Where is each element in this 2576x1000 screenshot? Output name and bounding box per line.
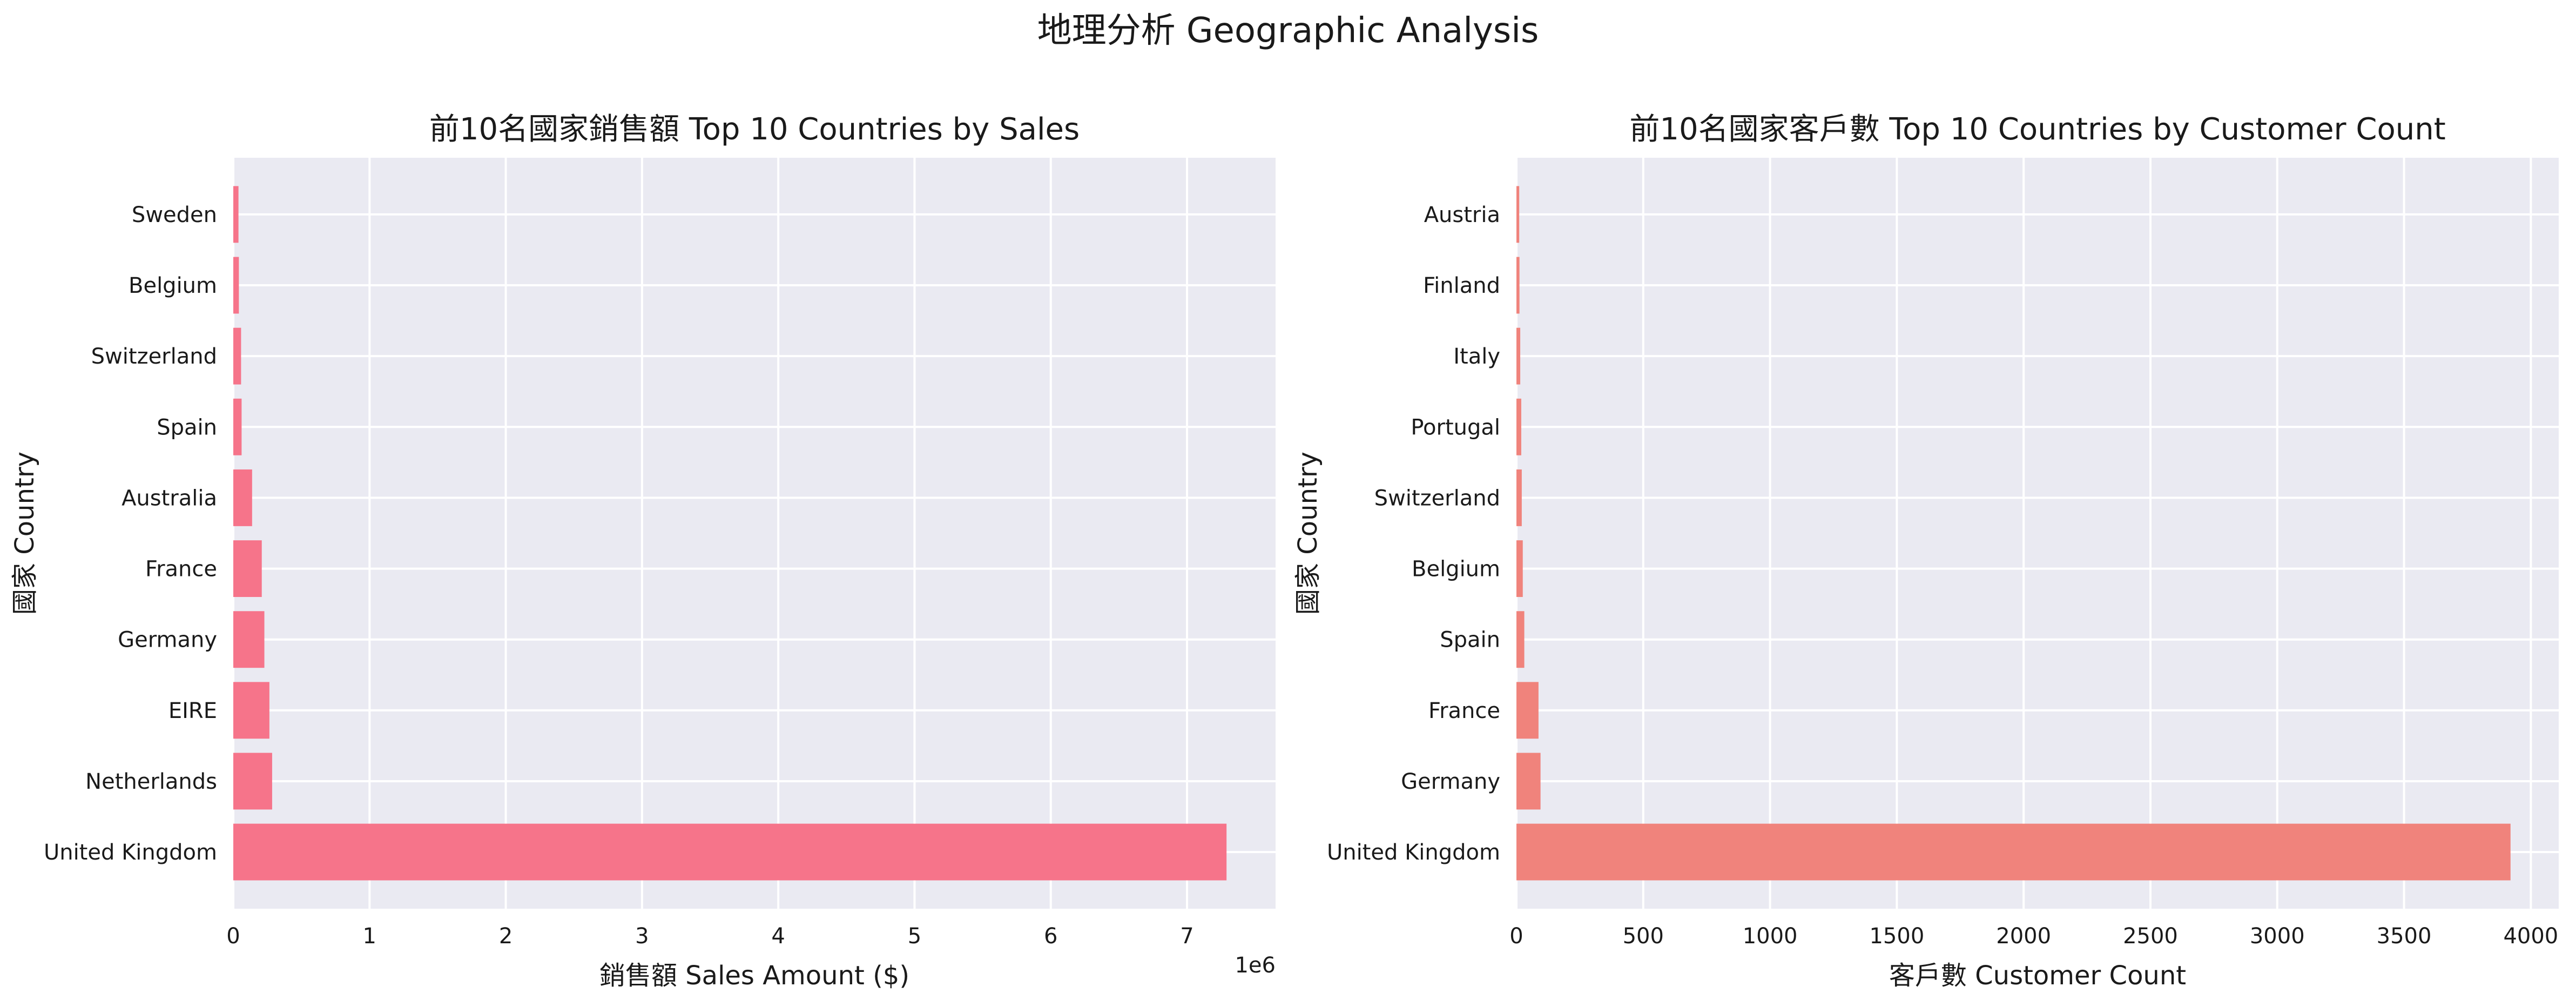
customers-x-tick-label: 2000 <box>1996 924 2051 949</box>
customers-x-tick-label: 500 <box>1623 924 1664 949</box>
sales-y-tick-label: Australia <box>122 486 217 511</box>
sales-y-tick-label: Spain <box>157 415 217 440</box>
customers-y-tick-label: United Kingdom <box>1327 840 1500 865</box>
customers-chart-title: 前10名國家客戶數 Top 10 Countries by Customer C… <box>1629 112 2445 147</box>
sales-x-tick-label: 3 <box>635 924 649 949</box>
customers-x-tick-label: 2500 <box>2123 924 2178 949</box>
customers-bar <box>1516 257 1520 314</box>
customers-y-tick-label: Switzerland <box>1374 486 1500 511</box>
sales-bar <box>233 753 272 810</box>
sales-x-tick-label: 5 <box>908 924 921 949</box>
customers-x-tick-label: 3000 <box>2250 924 2305 949</box>
customers-y-tick-label: Spain <box>1440 628 1500 653</box>
sales-bar <box>233 682 269 739</box>
customers-by-country-chart: United Kingdom Germany France Spain Belgium S… <box>1293 112 2559 991</box>
customers-bar <box>1516 186 1520 243</box>
sales-y-tick-label: Netherlands <box>85 769 217 794</box>
customers-bar <box>1516 398 1521 455</box>
customers-x-tick-label: 3500 <box>2377 924 2432 949</box>
sales-bar <box>233 469 252 526</box>
sales-x-tick-label: 7 <box>1180 924 1193 949</box>
sales-y-tick-label: Sweden <box>132 203 217 227</box>
figure-suptitle: 地理分析 Geographic Analysis <box>1037 11 1539 51</box>
sales-bar <box>233 327 241 385</box>
customers-x-axis-label: 客戶數 Customer Count <box>1889 961 2186 991</box>
customers-plot-area <box>1516 158 2559 909</box>
customers-y-tick-label: Austria <box>1424 203 1500 227</box>
sales-by-country-chart: United Kingdom Netherlands EIRE Germany Fran… <box>10 112 1276 991</box>
sales-bar <box>233 398 242 455</box>
sales-y-tick-label: Belgium <box>129 273 217 298</box>
customers-x-tick-label: 1000 <box>1743 924 1798 949</box>
sales-x-axis-label: 銷售額 Sales Amount ($) <box>599 961 909 991</box>
sales-bar <box>233 611 265 668</box>
customers-x-tick-label: 0 <box>1509 924 1523 949</box>
customers-y-tick-label: Belgium <box>1412 557 1500 582</box>
sales-x-tick-label: 0 <box>226 924 240 949</box>
sales-y-tick-label: United Kingdom <box>44 840 217 865</box>
sales-chart-title: 前10名國家銷售額 Top 10 Countries by Sales <box>429 112 1080 147</box>
sales-x-tick-label: 1 <box>363 924 376 949</box>
sales-y-tick-label: Switzerland <box>91 344 217 369</box>
customers-bar <box>1516 540 1523 598</box>
customers-y-tick-label: France <box>1428 699 1500 723</box>
sales-bar <box>233 540 262 598</box>
customers-bar <box>1516 469 1522 526</box>
customers-y-tick-label: Italy <box>1453 344 1500 369</box>
sales-plot-area <box>233 158 1276 909</box>
customers-y-tick-label: Germany <box>1401 769 1500 794</box>
sales-x-offset-label: 1e6 <box>1235 953 1276 978</box>
sales-x-tick-label: 6 <box>1044 924 1057 949</box>
sales-x-tick-label: 2 <box>499 924 512 949</box>
sales-y-tick-label: France <box>145 557 217 582</box>
customers-y-axis-label: 國家 Country <box>1293 452 1323 615</box>
customers-x-tick-label: 4000 <box>2503 924 2558 949</box>
sales-x-tick-label: 4 <box>771 924 785 949</box>
customers-bar <box>1516 327 1521 385</box>
customers-bar <box>1516 823 2511 881</box>
sales-y-tick-label: EIRE <box>168 699 217 723</box>
sales-bar <box>233 257 239 314</box>
sales-bar <box>233 823 1227 881</box>
customers-x-tick-label: 1500 <box>1869 924 1924 949</box>
sales-y-tick-label: Germany <box>118 628 217 653</box>
sales-bar <box>233 186 239 243</box>
customers-bar <box>1516 753 1541 810</box>
customers-bar <box>1516 682 1539 739</box>
customers-bar <box>1516 611 1525 668</box>
sales-y-axis-label: 國家 Country <box>10 452 40 615</box>
customers-y-tick-label: Finland <box>1423 273 1500 298</box>
customers-y-tick-label: Portugal <box>1411 415 1500 440</box>
